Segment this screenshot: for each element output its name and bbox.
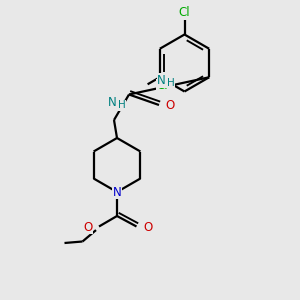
- Text: O: O: [166, 99, 175, 112]
- Text: N: N: [108, 96, 117, 109]
- Text: Cl: Cl: [157, 79, 168, 92]
- Text: O: O: [143, 221, 152, 234]
- Text: N: N: [157, 74, 166, 87]
- Text: H: H: [167, 78, 175, 88]
- Text: O: O: [83, 221, 92, 234]
- Text: H: H: [118, 100, 125, 110]
- Text: N: N: [112, 185, 122, 199]
- Text: Cl: Cl: [179, 5, 190, 19]
